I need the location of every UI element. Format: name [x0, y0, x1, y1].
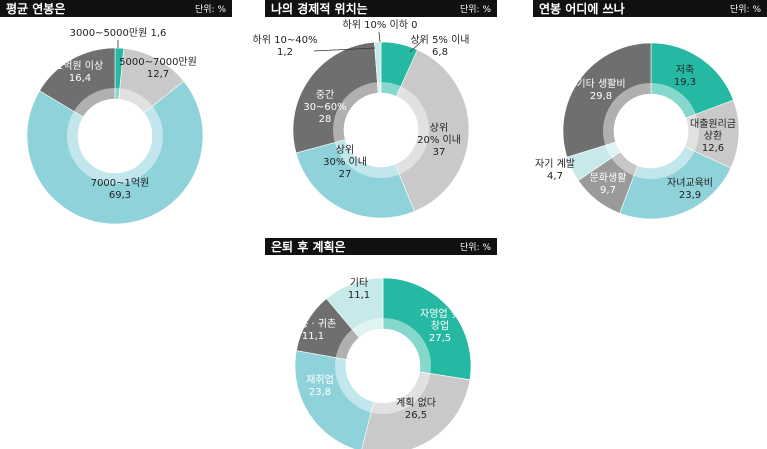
chart-title: 연봉 어디에 쓰나	[539, 2, 625, 16]
slice-label-기타-생활비: 기타 생활비 29,8	[576, 77, 625, 102]
salary-chart-panel: 평균 연봉은 단위: % 3000~5000만원 1,6 5000~7000만원 1…	[0, 0, 232, 230]
slice-label-상위-20-이내: 상위 20% 이내 37	[417, 121, 461, 158]
donut-hole	[614, 94, 688, 168]
unit-label: 단위: %	[459, 5, 491, 15]
leader-line	[378, 31, 381, 43]
slice-label-대출원리금-상환: 대출원리금 상환 12,6	[690, 118, 736, 154]
leader-line	[409, 39, 424, 53]
slice-label-자녀교육비: 자녀교육비 23,9	[667, 177, 713, 201]
chart-header: 평균 연봉은 단위: %	[0, 0, 232, 17]
donut-hole	[346, 329, 420, 403]
chart-header: 은퇴 후 계획은 단위: %	[265, 238, 497, 255]
slice-label-계획-없다: 계획 없다 26,5	[396, 396, 436, 421]
donut-hole	[78, 99, 152, 173]
salary-usage-donut-chart: 저축 19,3 대출원리금 상환 12,6 자녀교육비 23,9 문화생활 9,7 자기 계발 4,…	[535, 42, 740, 220]
economic-position-donut-chart: 상위 5% 이내 6,8 상위 20% 이내 37 상위 30% 이내 27 중간 30~60% 2…	[253, 18, 470, 219]
slice-label-문화생활: 문화생활 9,7	[590, 171, 627, 196]
chart-title: 은퇴 후 계획은	[271, 240, 346, 254]
retirement-plan-chart-panel: 은퇴 후 계획은 단위: % 자영업 및 창업 27,5 계획 없다 26,5 재취업 23…	[265, 238, 497, 449]
slice-label-중간-30-60: 중간 30~60% 28	[303, 89, 346, 125]
chart-header: 나의 경제적 위치는 단위: %	[265, 0, 497, 17]
salary-donut-chart: 3000~5000만원 1,6 5000~7000만원 12,7 7000~1억원 69…	[26, 27, 204, 225]
salary-usage-chart-panel: 연봉 어디에 쓰나 단위: % 저축 19,3 대출원리금 상환 12,6 자녀교육비 23…	[533, 0, 767, 230]
leader-line	[313, 47, 376, 52]
slice-label-귀농-귀촌: 귀농 · 귀촌 11,1	[290, 318, 336, 342]
retirement-plan-donut-chart: 자영업 및 창업 27,5 계획 없다 26,5 재취업 23,8 귀농 · 귀촌 11,1 기타…	[290, 277, 472, 449]
slice-label-7000-1억원: 7000~1억원 69,3	[91, 177, 150, 201]
slice-label-하위-10-40: 하위 10~40% 1,2	[253, 33, 318, 58]
slice-label-재취업: 재취업 23,8	[306, 373, 334, 398]
slice-label-저축: 저축 19,3	[674, 64, 696, 88]
pie-slice-기타-생활비	[562, 42, 652, 158]
slice-label-3000-5000만원: 3000~5000만원 1,6	[70, 27, 167, 39]
donut-hole	[344, 93, 418, 167]
chart-title: 평균 연봉은	[6, 2, 66, 16]
unit-label: 단위: %	[194, 5, 226, 15]
chart-header: 연봉 어디에 쓰나 단위: %	[533, 0, 767, 17]
chart-title: 나의 경제적 위치는	[271, 2, 368, 16]
economic-position-chart-panel: 나의 경제적 위치는 단위: % 상위 5% 이내 6,8 상위 20% 이내 37 상위…	[253, 0, 497, 230]
slice-label-상위-30-이내: 상위 30% 이내 27	[323, 143, 367, 180]
slice-label-상위-5-이내: 상위 5% 이내 6,8	[410, 33, 469, 58]
slice-label-자기-계발: 자기 계발 4,7	[535, 158, 575, 182]
slice-label-기타: 기타 11,1	[348, 277, 370, 301]
slice-label-자영업-및-창업: 자영업 및 창업 27,5	[420, 307, 460, 344]
unit-label: 단위: %	[729, 5, 761, 15]
unit-label: 단위: %	[459, 243, 491, 253]
slice-label-하위-10-이하: 하위 10% 이하 0	[343, 18, 418, 31]
slice-label-1억원-이상: 1억원 이상 16,4	[57, 60, 103, 84]
slice-label-5000-7000만원: 5000~7000만원 12,7	[119, 56, 197, 80]
